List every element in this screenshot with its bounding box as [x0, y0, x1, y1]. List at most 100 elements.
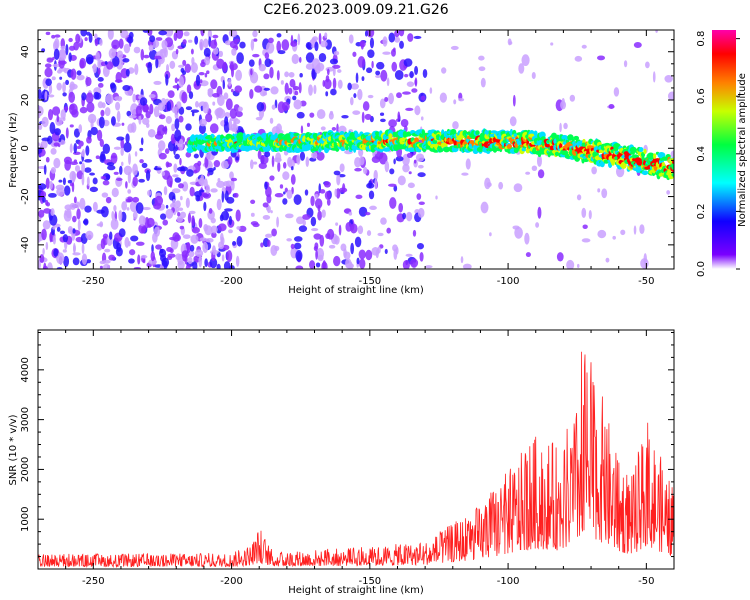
noise-speckle — [413, 159, 417, 164]
noise-speckle — [364, 113, 372, 121]
noise-speckle — [288, 87, 293, 95]
noise-speckle — [667, 91, 674, 101]
noise-speckle — [412, 229, 417, 237]
snr-y-tick-label: 3000 — [20, 407, 31, 432]
noise-speckle — [384, 96, 389, 102]
noise-speckle — [43, 164, 47, 175]
noise-speckle — [56, 252, 65, 265]
signal-cell — [492, 146, 498, 153]
noise-speckle — [277, 161, 281, 173]
noise-speckle — [38, 147, 43, 155]
noise-speckle — [233, 192, 239, 198]
noise-speckle — [367, 49, 375, 58]
noise-speckle — [116, 110, 121, 123]
noise-speckle — [161, 39, 168, 50]
noise-speckle — [186, 169, 194, 177]
noise-speckle — [171, 188, 181, 194]
noise-speckle — [250, 38, 255, 51]
noise-speckle — [326, 228, 335, 240]
noise-speckle — [175, 253, 182, 261]
noise-speckle — [350, 83, 360, 90]
noise-speckle — [123, 165, 133, 176]
noise-speckle — [191, 227, 200, 234]
signal-cell — [658, 173, 663, 177]
noise-speckle — [264, 151, 271, 158]
noise-speckle — [183, 31, 190, 37]
noise-speckle — [509, 116, 517, 127]
noise-speckle — [48, 94, 55, 98]
signal-cell — [657, 151, 666, 159]
noise-speckle — [154, 195, 164, 206]
noise-speckle — [238, 225, 247, 233]
noise-speckle — [355, 72, 359, 83]
noise-speckle — [200, 105, 204, 112]
noise-speckle — [361, 76, 365, 82]
snr-x-tick-label: -250 — [82, 576, 105, 587]
noise-speckle — [417, 172, 426, 178]
noise-speckle — [198, 218, 203, 229]
noise-speckle — [132, 163, 138, 176]
noise-speckle — [132, 93, 137, 103]
noise-speckle — [639, 224, 645, 235]
noise-speckle — [359, 156, 365, 166]
noise-speckle — [174, 129, 182, 142]
noise-speckle — [160, 49, 167, 59]
noise-speckle — [339, 163, 345, 173]
noise-speckle — [350, 242, 355, 255]
noise-speckle — [260, 154, 269, 165]
noise-speckle — [409, 258, 419, 268]
noise-speckle — [268, 37, 274, 44]
noise-speckle — [153, 55, 163, 60]
noise-speckle — [420, 95, 426, 101]
noise-speckle — [348, 34, 354, 44]
noise-speckle — [116, 242, 122, 253]
signal-cell — [620, 161, 627, 169]
noise-speckle — [203, 47, 211, 58]
snr-y-tick-label: 4000 — [20, 357, 31, 382]
noise-speckle — [182, 39, 187, 45]
noise-speckle — [41, 137, 50, 142]
noise-speckle — [333, 170, 341, 176]
noise-speckle — [149, 103, 154, 115]
noise-speckle — [140, 137, 144, 146]
noise-speckle — [95, 51, 100, 61]
noise-speckle — [172, 199, 176, 207]
noise-speckle — [212, 93, 220, 98]
noise-speckle — [207, 30, 213, 40]
noise-speckle — [84, 205, 92, 213]
noise-speckle — [414, 65, 419, 75]
noise-speckle — [181, 181, 189, 192]
noise-speckle — [314, 242, 319, 250]
noise-speckle — [153, 167, 163, 171]
noise-speckle — [182, 70, 187, 76]
noise-speckle — [65, 44, 69, 56]
noise-speckle — [220, 232, 224, 243]
noise-speckle — [227, 156, 233, 166]
noise-speckle — [174, 77, 178, 84]
noise-speckle — [192, 261, 198, 269]
noise-speckle — [250, 68, 253, 76]
noise-speckle — [348, 211, 353, 216]
noise-speckle — [187, 256, 193, 265]
noise-speckle — [221, 254, 225, 262]
noise-speckle — [535, 222, 540, 228]
noise-speckle — [357, 88, 363, 101]
signal-cell — [549, 145, 555, 151]
noise-speckle — [204, 56, 211, 66]
noise-speckle — [207, 167, 215, 173]
noise-speckle — [56, 82, 62, 91]
noise-speckle — [337, 69, 342, 73]
noise-speckle — [148, 94, 156, 99]
noise-speckle — [361, 111, 365, 124]
snr-plot-area — [38, 330, 674, 569]
noise-speckle — [54, 38, 60, 50]
noise-speckle — [161, 257, 170, 268]
noise-speckle — [292, 85, 300, 91]
noise-speckle — [269, 117, 274, 124]
noise-speckle — [145, 110, 151, 119]
noise-speckle — [235, 69, 243, 81]
signal-cell — [226, 148, 232, 152]
noise-speckle — [140, 48, 145, 61]
noise-speckle — [332, 77, 337, 90]
noise-speckle — [235, 209, 241, 222]
